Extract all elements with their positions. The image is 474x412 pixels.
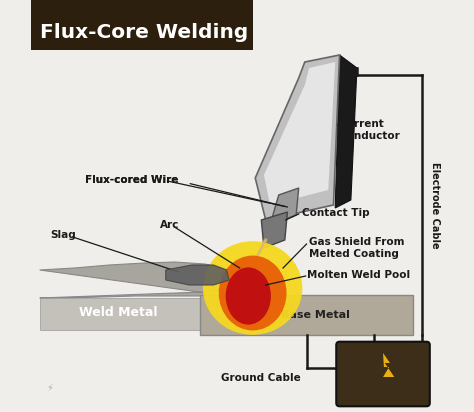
FancyBboxPatch shape [336, 342, 430, 406]
Polygon shape [40, 298, 257, 330]
Polygon shape [166, 265, 229, 285]
Polygon shape [264, 62, 335, 205]
Text: Electrode Cable: Electrode Cable [430, 162, 440, 248]
Ellipse shape [219, 255, 287, 330]
Text: Slag: Slag [50, 230, 76, 240]
Polygon shape [270, 188, 299, 225]
FancyBboxPatch shape [201, 295, 413, 335]
FancyBboxPatch shape [31, 0, 253, 50]
Text: Molten Weld Pool: Molten Weld Pool [308, 270, 410, 280]
Text: Flux-cored Wire: Flux-cored Wire [85, 175, 178, 185]
Text: Weld Metal: Weld Metal [79, 306, 157, 318]
Text: Flux-cored Wire: Flux-cored Wire [85, 175, 178, 185]
Text: Current
Conductor: Current Conductor [339, 119, 401, 141]
Polygon shape [255, 55, 339, 220]
Polygon shape [383, 353, 394, 377]
Polygon shape [40, 262, 257, 300]
Text: Ground Cable: Ground Cable [221, 373, 301, 383]
Text: Base Metal: Base Metal [281, 310, 350, 320]
Polygon shape [335, 55, 357, 208]
Text: Flux-Core Welding: Flux-Core Welding [40, 23, 248, 42]
Text: Arc: Arc [160, 220, 179, 230]
Ellipse shape [226, 267, 271, 325]
Text: Contact Tip: Contact Tip [302, 208, 370, 218]
Ellipse shape [203, 241, 302, 335]
Text: Gas Shield From
Melted Coating: Gas Shield From Melted Coating [309, 237, 405, 259]
Polygon shape [261, 212, 287, 248]
Text: ⚡: ⚡ [46, 383, 54, 393]
